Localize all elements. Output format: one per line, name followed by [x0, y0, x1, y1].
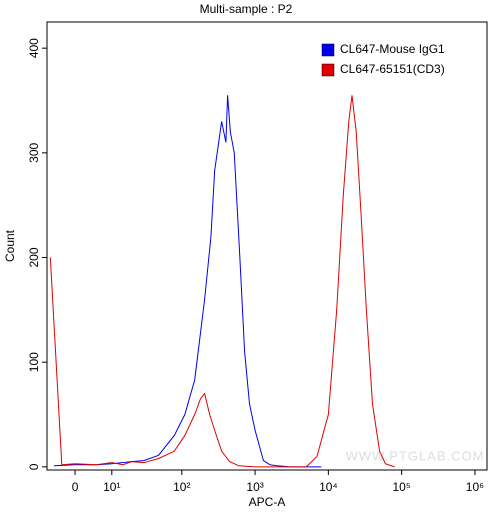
legend-swatch — [321, 43, 335, 57]
x-tick-label: 10⁶ — [466, 480, 484, 494]
x-axis-label: APC-A — [249, 495, 286, 509]
chart-title: Multi-sample : P2 — [200, 2, 293, 16]
y-tick-label: 300 — [27, 143, 41, 163]
legend-label: CL647-Mouse IgG1 — [340, 42, 445, 56]
plot-frame — [46, 21, 488, 471]
y-tick-label: 400 — [27, 38, 41, 58]
x-tick-label: 0 — [72, 480, 79, 494]
histogram-line — [53, 95, 322, 468]
x-tick-label: 10³ — [246, 480, 263, 494]
legend-swatch — [321, 63, 335, 77]
y-axis-label: Count — [3, 229, 17, 262]
y-tick-label: 0 — [27, 463, 41, 470]
histogram-line — [49, 95, 395, 468]
y-tick-label: 200 — [27, 247, 41, 267]
legend-label: CL647-65151(CD3) — [340, 62, 445, 76]
x-tick-label: 10⁵ — [392, 480, 410, 494]
watermark: WWW.PTGLAB.COM — [346, 448, 485, 463]
y-tick-label: 100 — [27, 352, 41, 372]
x-tick-label: 10¹ — [103, 480, 120, 494]
x-tick-label: 10² — [173, 480, 190, 494]
x-tick-label: 10⁴ — [319, 480, 338, 494]
